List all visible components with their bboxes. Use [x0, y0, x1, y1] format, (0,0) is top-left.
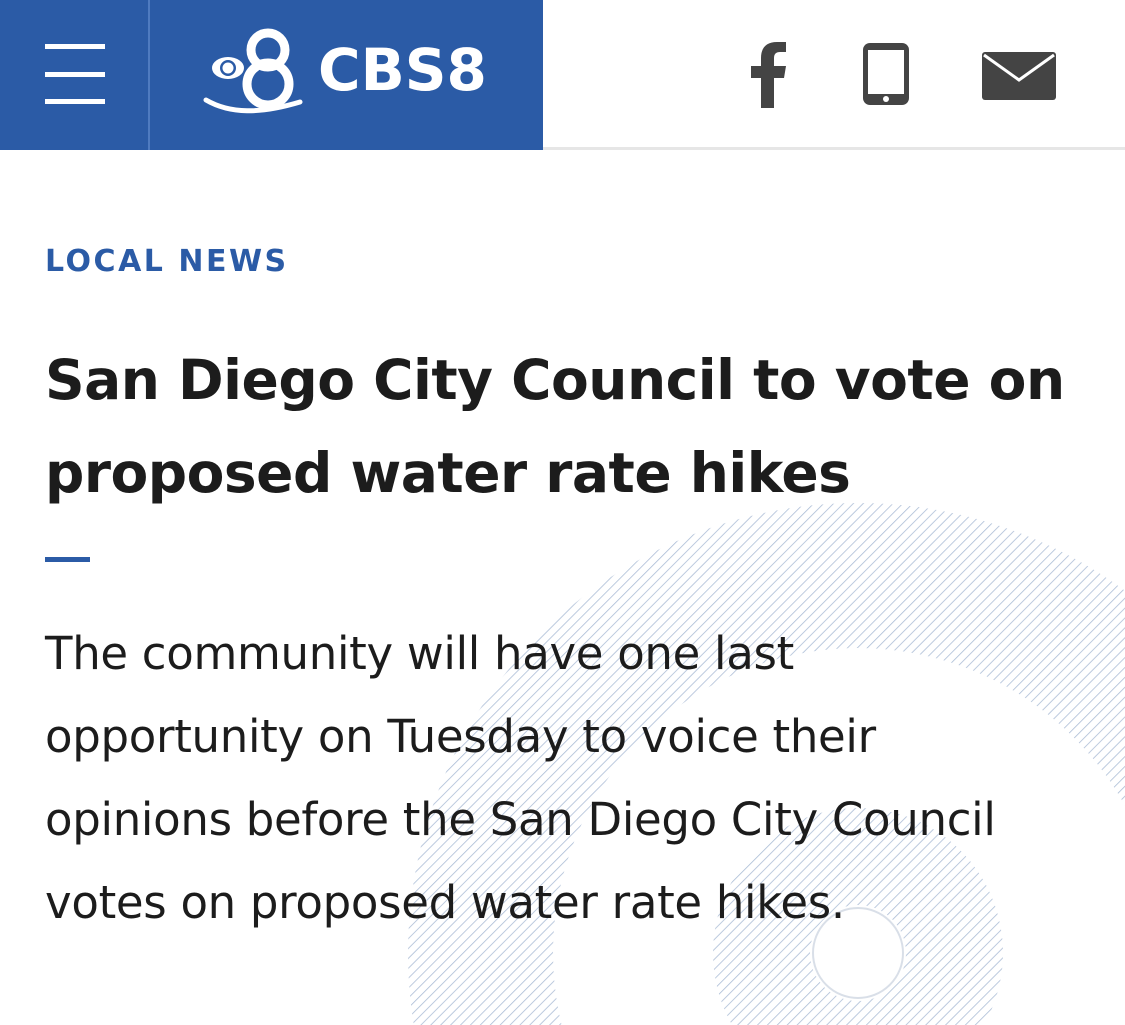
article-category[interactable]: LOCAL NEWS — [45, 244, 289, 279]
share-facebook-button[interactable] — [748, 42, 788, 108]
menu-button[interactable] — [0, 0, 150, 150]
cbs8-logo[interactable]: CBS8 — [200, 22, 510, 122]
phone-icon — [863, 43, 909, 105]
site-header: CBS8 — [0, 0, 1125, 150]
share-email-button[interactable] — [982, 52, 1056, 100]
facebook-icon — [751, 42, 786, 108]
brand-bar: CBS8 — [0, 0, 543, 150]
brand-name: CBS8 — [318, 36, 487, 104]
share-sms-button[interactable] — [862, 42, 910, 106]
article-summary: The community will have one last opportu… — [45, 627, 996, 929]
cbs-eye-eight-logo-icon — [203, 28, 303, 114]
email-icon — [982, 52, 1056, 100]
headline-divider — [45, 557, 90, 562]
article-headline: San Diego City Council to vote on propos… — [45, 348, 1065, 505]
